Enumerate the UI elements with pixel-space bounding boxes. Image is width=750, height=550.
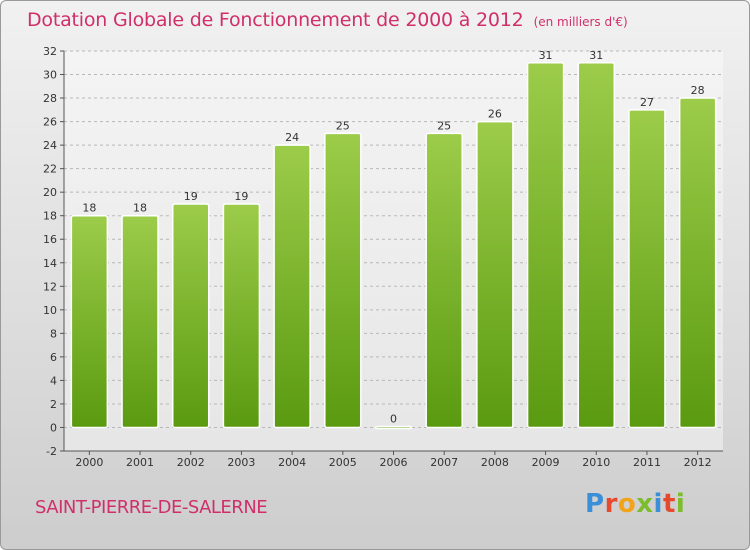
bar-2001 xyxy=(121,214,159,429)
y-tick-label: 32 xyxy=(43,45,57,58)
data-label-2003: 19 xyxy=(234,190,248,203)
data-label-2010: 31 xyxy=(589,49,603,62)
data-label-2006: 0 xyxy=(390,412,397,425)
x-axis: 2000 2001 2002 2003 2004 2005 2006 2007 2008 2009… xyxy=(64,450,723,469)
logo-letter: t xyxy=(662,489,676,519)
logo-letter: P xyxy=(585,489,605,519)
x-tick-label-2003: 2003 xyxy=(227,456,255,469)
y-tick-label: 2 xyxy=(50,398,57,411)
y-tick-label: 20 xyxy=(43,186,57,199)
data-label-2004: 24 xyxy=(285,131,299,144)
y-tick-label: 26 xyxy=(43,116,57,129)
bar-2011 xyxy=(628,109,666,429)
data-label-2002: 19 xyxy=(184,190,198,203)
data-label-2000: 18 xyxy=(82,202,96,215)
bar-2009 xyxy=(526,62,565,429)
bar-2000 xyxy=(70,214,109,429)
bar-2010 xyxy=(577,62,616,429)
data-label-2001: 18 xyxy=(133,202,147,215)
bar-2005 xyxy=(324,132,362,429)
plot-area xyxy=(64,51,723,451)
y-tick-label: 28 xyxy=(43,92,57,105)
x-tick-label-2010: 2010 xyxy=(582,456,610,469)
bar-2012 xyxy=(678,97,717,429)
y-tick-label: 4 xyxy=(50,374,57,387)
bar-2007 xyxy=(425,132,463,429)
bar-2002 xyxy=(171,203,210,429)
x-tick-label-2001: 2001 xyxy=(126,456,154,469)
chart-title-text: Dotation Globale de Fonctionnement de 20… xyxy=(27,9,524,31)
data-label-2012: 28 xyxy=(691,84,705,97)
x-tick-label-2004: 2004 xyxy=(278,456,306,469)
x-tick-label-2006: 2006 xyxy=(380,456,408,469)
y-tick-label: 18 xyxy=(43,210,57,223)
y-tick-label: 24 xyxy=(43,139,57,152)
data-label-2007: 25 xyxy=(437,119,451,132)
data-label-2011: 27 xyxy=(640,96,654,109)
x-tick-label-2012: 2012 xyxy=(684,456,712,469)
logo-letter: i xyxy=(675,489,686,519)
chart-subtitle: (en milliers d'€) xyxy=(533,15,628,29)
x-tick-label-2002: 2002 xyxy=(177,456,205,469)
proxiti-logo: Proxiti xyxy=(585,489,685,519)
y-tick-label: 12 xyxy=(43,280,57,293)
x-tick-label-2007: 2007 xyxy=(430,456,458,469)
logo-letter: r xyxy=(604,489,618,519)
y-tick-label: 8 xyxy=(50,327,57,340)
y-tick-label: 6 xyxy=(50,351,57,364)
data-label-2009: 31 xyxy=(539,49,553,62)
y-tick-label: -2 xyxy=(46,445,57,458)
chart-title: Dotation Globale de Fonctionnement de 20… xyxy=(27,9,628,31)
y-tick-label: 22 xyxy=(43,163,57,176)
data-label-2005: 25 xyxy=(336,119,350,132)
x-tick-label-2000: 2000 xyxy=(75,456,103,469)
bar-2004 xyxy=(273,144,311,429)
y-tick-label: 16 xyxy=(43,233,57,246)
y-tick-label: 14 xyxy=(43,257,57,270)
logo-letter: i xyxy=(653,489,663,519)
y-tick-label: 0 xyxy=(50,421,57,434)
y-tick-label: 30 xyxy=(43,69,57,82)
x-tick-label-2011: 2011 xyxy=(633,456,661,469)
bar-2003 xyxy=(222,203,261,429)
bar-2006 xyxy=(374,425,413,430)
x-tick-label-2009: 2009 xyxy=(532,456,560,469)
logo-letter: o xyxy=(617,489,637,519)
bar-2008 xyxy=(476,120,514,429)
bars: 18 18 19 19 24 25 0 25 26 31 31 27 28 xyxy=(70,49,717,430)
commune-name: SAINT-PIERRE-DE-SALERNE xyxy=(35,497,268,518)
y-tick-label: 10 xyxy=(43,304,57,317)
x-tick-label-2008: 2008 xyxy=(481,456,509,469)
x-tick-label-2005: 2005 xyxy=(329,456,357,469)
logo-letter: x xyxy=(636,489,654,519)
data-label-2008: 26 xyxy=(488,108,502,121)
